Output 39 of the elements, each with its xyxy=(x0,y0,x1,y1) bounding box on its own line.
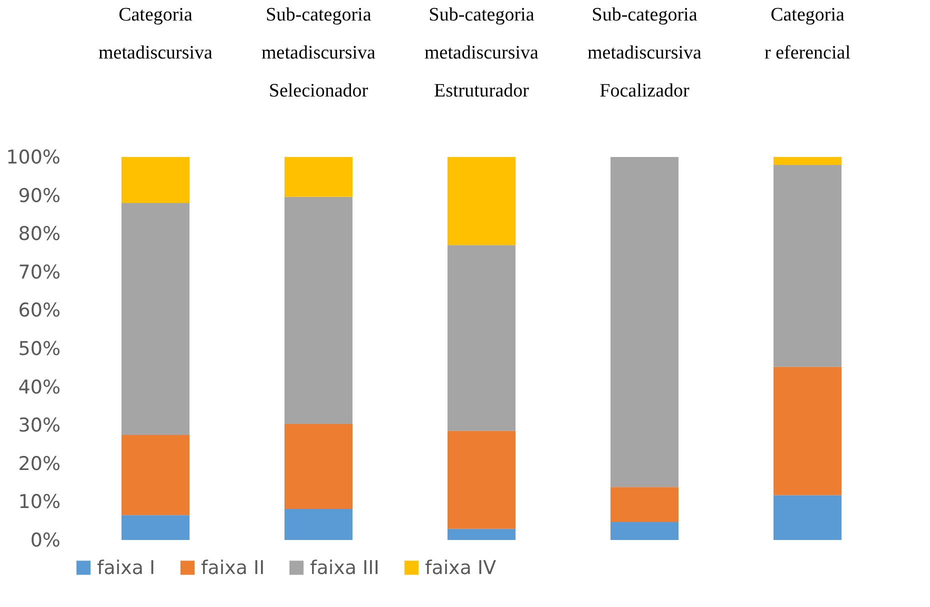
y-tick-label: 0% xyxy=(30,530,60,552)
y-tick-label: 60% xyxy=(18,300,60,322)
bar xyxy=(122,202,190,436)
y-tick-label: 10% xyxy=(18,491,60,514)
x-tick-label: Sub-categoria metadiscursiva Selecionador xyxy=(262,4,376,102)
bar xyxy=(610,487,678,522)
y-tick-label: 100% xyxy=(6,146,60,168)
legend-label: faixa II xyxy=(201,556,265,579)
bar xyxy=(774,157,842,166)
legend-label: faixa I xyxy=(97,556,156,579)
bar xyxy=(448,528,516,540)
bar xyxy=(448,157,516,246)
bar xyxy=(610,522,678,540)
legend-label: faixa III xyxy=(310,556,380,579)
bar xyxy=(774,165,842,367)
bar xyxy=(122,435,190,516)
bar xyxy=(610,157,678,488)
bar xyxy=(284,196,352,424)
y-tick-label: 80% xyxy=(18,223,60,246)
bar xyxy=(122,157,190,203)
bar xyxy=(448,430,516,529)
x-tick-label: Sub-categoria metadiscursiva Focalizador xyxy=(588,4,702,102)
bar xyxy=(448,245,516,431)
x-tick-label: Categoria metadiscursiva xyxy=(98,4,214,64)
y-tick-label: 70% xyxy=(18,261,60,284)
y-tick-label: 40% xyxy=(18,376,60,398)
x-tick-label: Sub-categoria metadiscursiva Estruturador xyxy=(424,4,540,102)
legend-label: faixa IV xyxy=(425,556,496,579)
bar xyxy=(774,495,842,540)
bar xyxy=(284,424,352,509)
x-tick-label: Categoria r eferencial xyxy=(764,4,850,64)
bar xyxy=(284,508,352,540)
bar xyxy=(284,157,352,197)
y-tick-label: 20% xyxy=(18,452,60,475)
bar xyxy=(774,366,842,496)
y-tick-label: 50% xyxy=(18,338,60,360)
y-tick-label: 30% xyxy=(18,414,60,437)
y-tick-label: 90% xyxy=(18,184,60,207)
bar xyxy=(122,515,190,540)
